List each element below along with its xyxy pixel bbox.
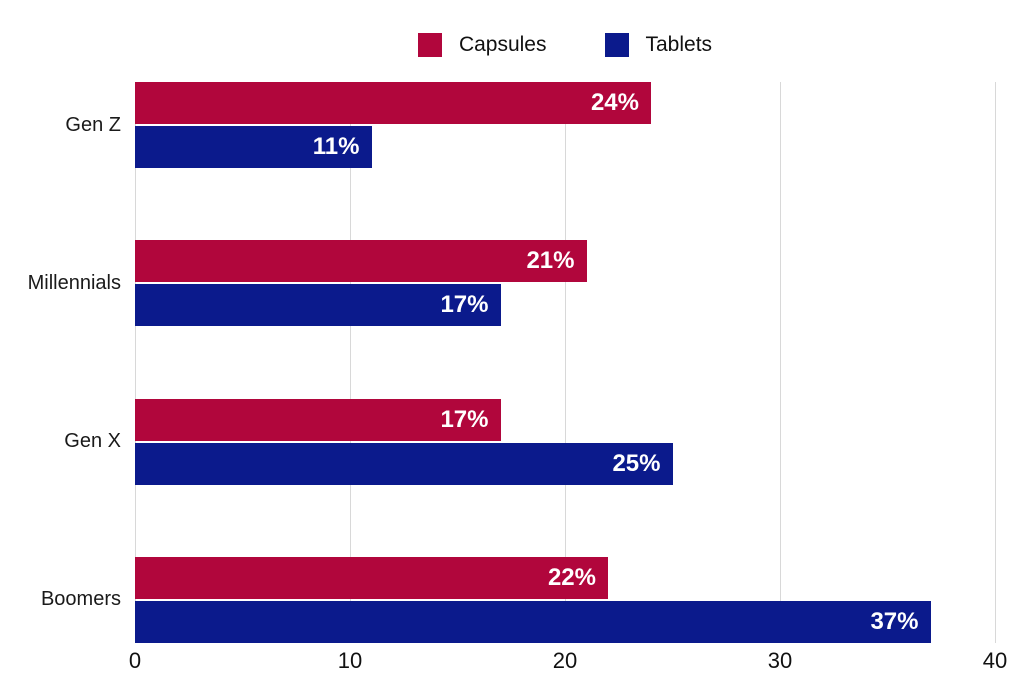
legend: Capsules Tablets (135, 31, 995, 59)
bar-value-label: 17% (440, 291, 489, 319)
bar-capsules-gen-x: 17% (135, 398, 501, 441)
bar-stack-millennials: 21% 17% (135, 240, 995, 327)
bar-capsules-boomers: 22% (135, 556, 608, 599)
x-tick-label-20: 20 (552, 648, 578, 673)
bar-stack-gen-z: 24% 11% (135, 82, 995, 168)
category-label-gen-x: Gen X (64, 430, 121, 453)
bar-value-label: 25% (612, 449, 661, 477)
category-label-boomers: Boomers (40, 588, 121, 611)
legend-item-tablets: Tablets (604, 33, 713, 57)
bar-value-label: 17% (440, 405, 489, 433)
bar-value-label: 22% (547, 563, 596, 591)
bar-capsules-millennials: 21% (135, 240, 587, 283)
legend-swatch-tablets (604, 33, 629, 57)
category-label-millennials: Millennials (27, 271, 121, 294)
legend-label-capsules: Capsules (458, 33, 547, 56)
legend-swatch-capsules (417, 33, 442, 57)
rows: Gen Z 24% 11% Millennials 21% 17% Gen X 17% 25% B… (0, 82, 995, 643)
bar-value-label: 11% (312, 133, 360, 160)
bar-capsules-gen-z: 24% (135, 82, 651, 124)
x-tick-label-10: 10 (337, 648, 363, 673)
bar-tablets-gen-z: 11% (135, 126, 372, 168)
plot-area: Gen Z 24% 11% Millennials 21% 17% Gen X 17% 25% B… (0, 82, 996, 643)
bar-value-label: 21% (526, 247, 575, 275)
gridline-40 (994, 82, 996, 643)
legend-label-tablets: Tablets (645, 33, 713, 56)
gridline-30 (779, 82, 781, 643)
x-tick-label-0: 0 (128, 648, 142, 673)
gridlines (134, 82, 996, 643)
bar-value-label: 24% (590, 89, 639, 116)
bar-stack-gen-x: 17% 25% (135, 398, 995, 485)
category-group-boomers: Boomers 22% 37% (0, 556, 995, 643)
x-tick-label-30: 30 (767, 648, 793, 673)
bar-tablets-gen-x: 25% (135, 442, 673, 485)
legend-item-capsules: Capsules (417, 33, 547, 57)
x-tick-label-40: 40 (982, 648, 1008, 673)
category-label-gen-z: Gen Z (65, 113, 121, 136)
bar-tablets-millennials: 17% (135, 284, 501, 327)
bar-value-label: 37% (870, 607, 919, 635)
bar-tablets-boomers: 37% (135, 600, 931, 643)
gridline-20 (564, 82, 566, 643)
bar-stack-boomers: 22% 37% (135, 556, 995, 643)
category-group-gen-z: Gen Z 24% 11% (0, 82, 995, 168)
x-axis: 0 10 20 30 40 (129, 648, 1007, 678)
category-group-millennials: Millennials 21% 17% (0, 240, 995, 327)
gridline-10 (349, 82, 351, 643)
category-group-gen-x: Gen X 17% 25% (0, 398, 995, 485)
gridline-0 (134, 82, 136, 643)
